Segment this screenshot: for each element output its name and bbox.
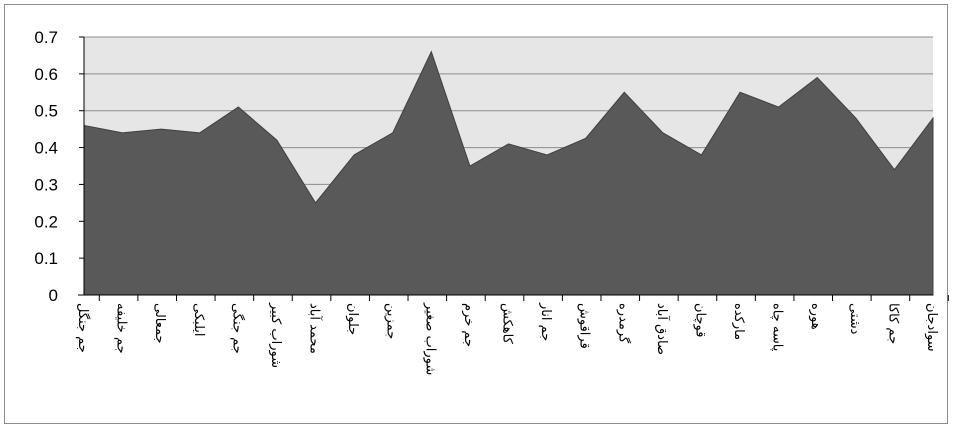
x-tick-label: صادق آباد [654, 303, 671, 355]
x-tick-label: جلوان [345, 303, 360, 335]
y-tick-label: 0.1 [34, 249, 58, 268]
x-tick-label: جمعالی [152, 303, 167, 344]
x-tick-label: کاهکش [500, 303, 515, 345]
x-tick-label: دشتی [847, 303, 862, 335]
x-tick-label: جم خلیفه [114, 303, 129, 354]
x-tick-label: ایلبکی [191, 303, 206, 336]
x-tick-label: جم خرم [461, 303, 476, 347]
y-tick-label: 0.6 [34, 65, 58, 84]
x-tick-label: پاسه چاه [770, 303, 785, 352]
x-tick-label: جم جنگی [229, 303, 245, 354]
y-axis-tick-labels: 0 0.1 0.2 0.3 0.4 0.5 0.6 0.7 [34, 28, 58, 305]
x-tick-label: گرمدره [615, 303, 631, 344]
x-tick-label: هوره [808, 303, 823, 330]
x-tick-label: جم انار [538, 302, 553, 341]
x-axis-tick-labels: جم جنگل جم خلیفه جمعالی ایلبکی جم جنگی شوراب … [75, 302, 939, 375]
y-tick-label: 0.2 [34, 212, 58, 231]
y-tick-label: 0.5 [34, 102, 58, 121]
x-tick-label: جمزین [384, 303, 399, 339]
x-tick-label: شوراب کبیر [268, 302, 283, 368]
area-series [83, 50, 934, 296]
x-tick-label: جم کاکا [885, 303, 900, 344]
x-tick-label: سوادجان [924, 303, 939, 352]
x-tick-label: محمد آباد [307, 303, 324, 354]
x-tick-label: قراقوش [577, 303, 592, 349]
y-tick-label: 0.3 [34, 175, 58, 194]
x-tick-label: مارکده [731, 303, 746, 340]
x-tick-label: قوچان [693, 303, 708, 337]
axes [78, 36, 949, 301]
y-tick-label: 0.7 [34, 28, 58, 47]
x-tick-label: جم جنگل [75, 303, 91, 353]
x-tick-label: شوراب صغیر [422, 302, 437, 375]
y-tick-label: 0 [49, 286, 58, 305]
y-tick-label: 0.4 [34, 139, 58, 158]
